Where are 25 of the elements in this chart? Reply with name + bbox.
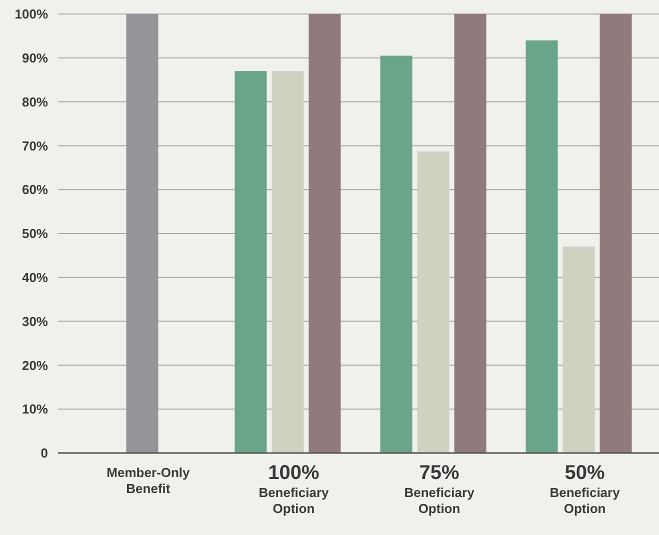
y-tick-label: 90% <box>22 50 48 66</box>
y-tick-label: 60% <box>22 182 48 198</box>
x-tick-label: 50% Beneficiary Option <box>550 462 621 516</box>
bar <box>380 56 412 453</box>
y-tick-label: 10% <box>22 402 48 417</box>
y-tick-label: 20% <box>22 358 48 373</box>
x-tick-label: 100% Beneficiary Option <box>258 462 330 516</box>
x-tick-label: 75% Beneficiary Option <box>404 462 476 516</box>
bar <box>308 14 341 453</box>
bar <box>454 14 486 453</box>
y-tick-label: 80% <box>22 94 48 110</box>
y-tick-label: 40% <box>22 270 48 285</box>
y-tick-label: 100% <box>14 6 48 22</box>
bar <box>417 151 450 453</box>
y-tick-label: 30% <box>22 314 48 329</box>
y-tick-label: 50% <box>22 226 48 242</box>
y-tick-label: 0 <box>40 446 48 461</box>
bar <box>600 14 632 453</box>
bar <box>272 71 304 453</box>
bar <box>126 14 158 453</box>
bar <box>562 246 595 453</box>
y-tick-label: 70% <box>22 138 48 154</box>
x-tick-label: Member-Only Benefit <box>106 465 191 496</box>
bar <box>234 71 267 453</box>
bar <box>526 40 558 453</box>
